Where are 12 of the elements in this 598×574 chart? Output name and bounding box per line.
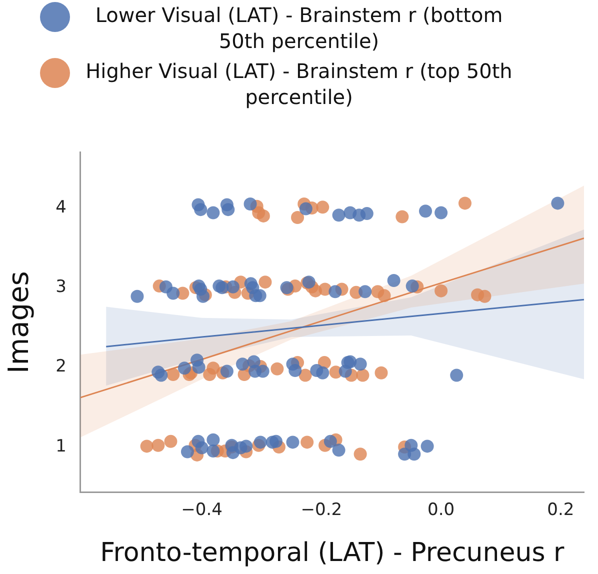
x-tick-label: −0.2: [300, 500, 342, 520]
legend-label: Lower Visual (LAT) - Brainstem r (bottom 50th percentile): [94, 2, 504, 54]
y-tick-label: 2: [56, 356, 66, 377]
y-tick-label: 1: [56, 436, 66, 456]
x-tick-label: 0.2: [547, 500, 574, 520]
y-tick-label: 3: [56, 277, 66, 298]
x-axis-title: Fronto-temporal (LAT) - Precuneus r: [100, 538, 565, 568]
y-axis-title: Images: [2, 271, 36, 374]
y-tick-label: 4: [56, 197, 66, 218]
x-tick-label: −0.4: [181, 500, 222, 520]
legend-label: Higher Visual (LAT) - Brainstem r (top 50th percentile): [84, 58, 514, 110]
x-tick-label: 0.0: [428, 500, 455, 520]
